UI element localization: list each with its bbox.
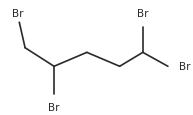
Text: Br: Br: [12, 9, 23, 19]
Text: Br: Br: [179, 62, 191, 72]
Text: Br: Br: [48, 102, 60, 112]
Text: Br: Br: [137, 9, 149, 19]
